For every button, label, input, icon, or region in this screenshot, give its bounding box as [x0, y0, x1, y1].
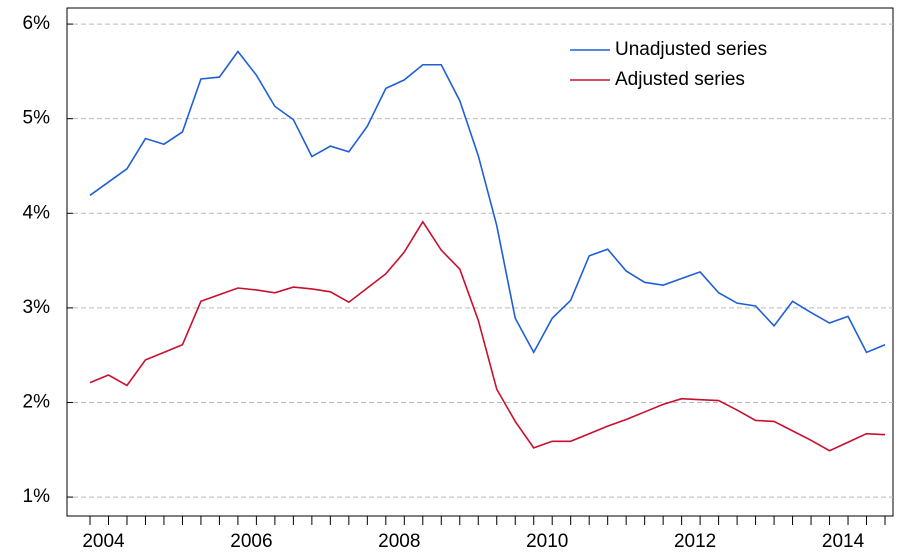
x-tick-label: 2010 [526, 531, 568, 552]
y-tick-label: 5% [23, 108, 51, 129]
x-tick-label: 2008 [378, 531, 420, 552]
plot-frame [66, 7, 894, 517]
y-tick-label: 6% [23, 13, 51, 34]
legend-label: Unadjusted series [615, 39, 767, 60]
legend-label: Adjusted series [615, 69, 745, 90]
series-line [89, 220, 886, 452]
x-tick-label: 2004 [82, 531, 125, 552]
y-tick-label: 3% [23, 297, 51, 318]
x-tick-label: 2006 [230, 531, 272, 552]
y-tick-label: 4% [23, 202, 51, 223]
series-line [89, 50, 886, 355]
x-tick-label: 2014 [822, 531, 865, 552]
x-tick-label: 2012 [674, 531, 716, 552]
y-tick-label: 1% [23, 486, 51, 507]
y-tick-label: 2% [23, 391, 51, 412]
